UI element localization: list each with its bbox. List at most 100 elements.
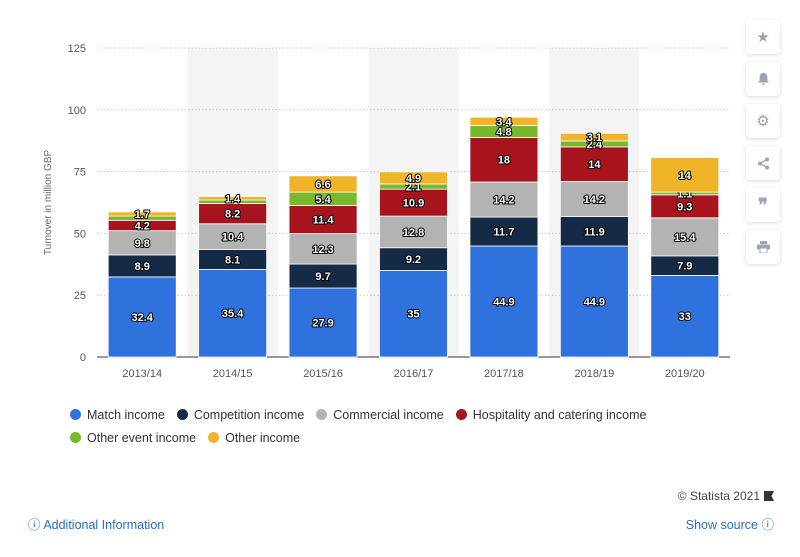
bar-segment [379, 171, 448, 185]
bar-segment [288, 287, 358, 358]
bar-segment [379, 188, 448, 217]
data-label: 4.8 [496, 127, 511, 139]
credit-text: © Statista 2021 [677, 489, 760, 503]
data-label: 10.9 [403, 198, 424, 210]
bar-segment [469, 116, 539, 127]
data-label: 33 [679, 311, 691, 323]
x-tick-label: 2019/20 [665, 368, 705, 380]
y-axis-label: Turnover in million GBP [43, 150, 54, 256]
data-label: 4.9 [406, 173, 421, 185]
legend-label: Competition income [193, 407, 305, 422]
y-tick-label: 50 [74, 228, 86, 240]
legend-item-commercial-income[interactable]: Commercial income [316, 407, 444, 422]
data-label: 1.4 [225, 193, 241, 205]
data-label: 15.4 [674, 232, 696, 244]
data-label: 8.1 [225, 254, 240, 266]
data-label: 11.7 [494, 227, 515, 239]
data-label: 35.4 [222, 308, 244, 320]
data-label: 32.4 [132, 312, 154, 324]
data-label: 8.2 [225, 209, 240, 221]
legend-item-competition-income[interactable]: Competition income [176, 407, 305, 422]
legend-item-match-income[interactable]: Match income [70, 408, 165, 422]
data-label: 14.2 [493, 195, 514, 207]
show-source-link[interactable]: Show source ⓘ [686, 514, 774, 533]
data-label: 9.8 [135, 238, 150, 250]
data-label: 11.9 [584, 226, 605, 238]
bar-segment [559, 181, 629, 217]
y-tick-label: 125 [68, 43, 86, 55]
data-label: 44.9 [493, 297, 514, 309]
legend-swatch [208, 432, 220, 443]
data-label: 35 [407, 309, 419, 321]
bar-segment [469, 181, 539, 218]
data-label: 27.9 [312, 318, 333, 330]
data-label: 8.9 [135, 261, 150, 273]
legend-label: Commercial income [333, 407, 444, 422]
print-icon [756, 241, 770, 253]
data-label: 12.3 [312, 244, 333, 256]
legend-row-2: Other event income Other income [70, 426, 750, 449]
bar-segment [650, 217, 720, 257]
legend-item-other-event-income[interactable]: Other event income [70, 431, 196, 445]
cite-button[interactable]: ❞ [746, 188, 780, 222]
bar-segment [559, 216, 629, 247]
data-label: 5.4 [315, 194, 331, 206]
additional-info-label: Additional Information [43, 518, 165, 532]
bar-segment [559, 245, 629, 358]
data-label: 9.7 [315, 271, 330, 283]
share-icon [757, 157, 769, 169]
star-button[interactable]: ★ [746, 20, 780, 54]
x-tick-label: 2016/17 [394, 368, 434, 380]
bar-segment [288, 175, 358, 193]
legend-swatch [70, 432, 81, 443]
bar-segment [469, 245, 539, 358]
flag-icon [764, 491, 774, 501]
data-label: 4.2 [135, 220, 150, 232]
x-tick-label: 2013/14 [122, 368, 162, 380]
bar-chart: 0 25 50 75 100 125 Turnover in million GBP 32.4… [43, 43, 730, 380]
gear-icon: ⚙ [756, 113, 770, 130]
bar-segment [559, 132, 629, 142]
bar-segment [650, 157, 720, 193]
data-label: 7.9 [677, 261, 692, 273]
print-button[interactable] [746, 230, 780, 264]
legend-label: Hospitality and catering income [472, 407, 647, 422]
legend-item-hospitality-income[interactable]: Hospitality and catering income [455, 407, 647, 422]
share-button[interactable] [746, 146, 780, 180]
additional-info-link[interactable]: ⓘ Additional Information [28, 514, 164, 533]
legend-label: Other event income [87, 430, 197, 445]
data-label: 1.7 [135, 209, 150, 221]
star-icon: ★ [756, 29, 770, 46]
data-label: 14.2 [584, 194, 605, 206]
bar-segment [198, 269, 268, 358]
bar-segment [107, 276, 177, 358]
show-source-label: Show source [685, 518, 758, 532]
legend-item-other-income[interactable]: Other income [208, 431, 300, 445]
data-label: 14 [588, 159, 601, 171]
x-tick-label: 2017/18 [484, 368, 524, 380]
bar-segment [107, 211, 177, 217]
y-tick-label: 0 [80, 352, 86, 364]
legend-row-1: Match income Competition income Commerci… [70, 403, 750, 426]
legend-label: Match income [87, 407, 165, 422]
data-label: 9.2 [406, 254, 421, 266]
y-tick-label: 100 [68, 105, 86, 117]
notification-button[interactable] [746, 62, 780, 96]
data-label: 3.1 [587, 132, 602, 144]
settings-button[interactable]: ⚙ [746, 104, 780, 138]
data-label: 18 [498, 155, 510, 167]
y-tick-label: 75 [74, 167, 86, 179]
bar-segment [559, 146, 629, 182]
bar-segment [198, 223, 268, 250]
bar-segment [650, 275, 720, 358]
statista-credit[interactable]: © Statista 2021 [678, 489, 774, 503]
y-tick-label: 25 [74, 290, 86, 302]
bar-segment [379, 215, 448, 249]
data-label: 10.4 [222, 232, 244, 244]
legend-swatch [316, 409, 328, 420]
bell-icon [757, 73, 769, 85]
data-label: 44.9 [584, 297, 605, 309]
x-tick-label: 2018/19 [574, 368, 614, 380]
legend-swatch [176, 409, 188, 420]
